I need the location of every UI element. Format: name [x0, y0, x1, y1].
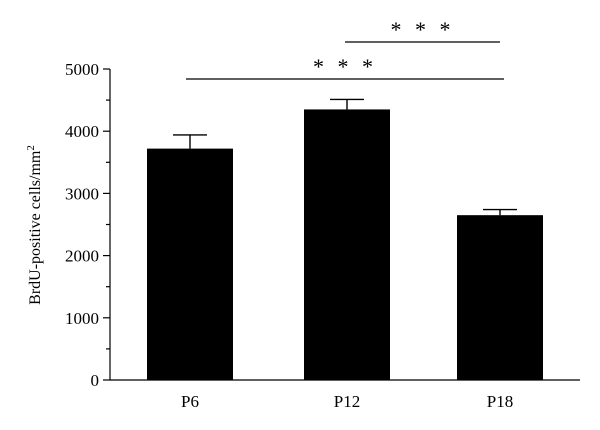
bar-p18: [457, 215, 543, 380]
y-tick-label: 2000: [65, 247, 99, 266]
y-tick-label: 0: [91, 371, 100, 390]
significance-stars: * * *: [391, 17, 455, 42]
y-tick-label: 3000: [65, 184, 99, 203]
x-axis: P6 P12 P18: [110, 379, 580, 411]
y-axis-label-superscript: 2: [25, 145, 37, 151]
x-tick-label: P18: [487, 392, 513, 411]
bar-p12: [304, 109, 390, 381]
y-tick-label: 4000: [65, 122, 99, 141]
y-axis-label: BrdU-positive cells/mm2: [25, 145, 44, 305]
y-tick-label: 1000: [65, 309, 99, 328]
bar-p6: [147, 148, 233, 380]
y-tick-label: 5000: [65, 60, 99, 79]
error-bars: [173, 98, 517, 216]
bars: [147, 109, 543, 381]
significance-annotations: * * * * * *: [186, 17, 504, 80]
significance-stars: * * *: [313, 54, 377, 79]
x-tick-label: P6: [181, 392, 199, 411]
y-axis-label-main: BrdU-positive cells/mm: [27, 150, 44, 305]
x-tick-label: P12: [334, 392, 360, 411]
y-axis: 0 1000 2000 3000 4000 5000: [65, 60, 111, 390]
